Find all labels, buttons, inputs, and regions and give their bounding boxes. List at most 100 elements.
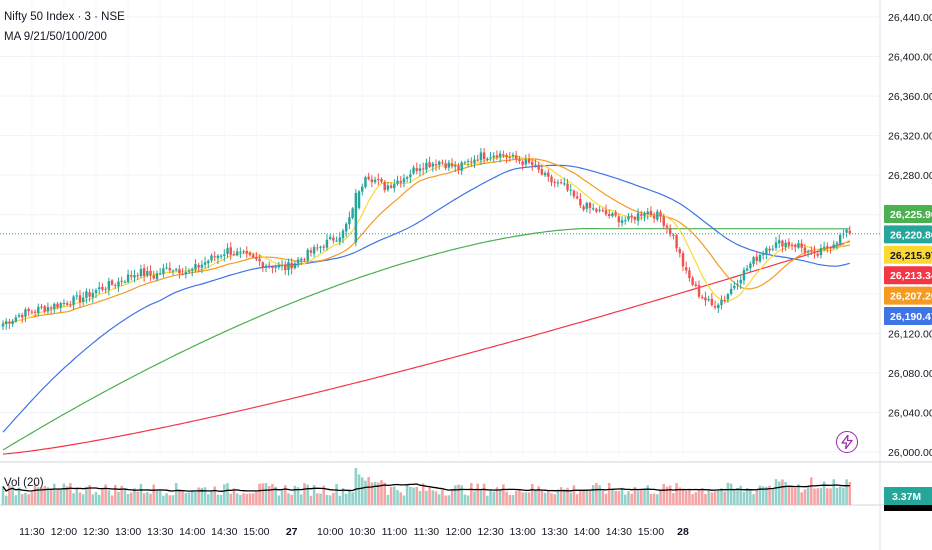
volume-bar	[425, 490, 428, 505]
candle-body	[438, 161, 441, 166]
volume-bar	[168, 495, 172, 505]
volume-legend[interactable]: Vol (20)	[4, 477, 44, 489]
volume-bar	[341, 488, 345, 505]
candle-body	[200, 264, 204, 268]
volume-bar	[277, 495, 281, 505]
volume-bar	[768, 485, 771, 505]
candle-body	[444, 163, 447, 169]
y-tick-label: 26,440.00	[888, 12, 932, 24]
candle-body	[120, 280, 123, 282]
candle-body	[40, 306, 43, 308]
volume-bar	[415, 487, 419, 505]
volume-bar	[409, 486, 412, 505]
candle-body	[75, 295, 78, 297]
volume-bar	[46, 487, 50, 505]
volume-bar	[248, 493, 252, 505]
volume-bar	[713, 491, 717, 505]
y-tick-label: 26,280.00	[888, 170, 932, 182]
candle-body	[296, 259, 300, 264]
volume-bar	[739, 485, 743, 505]
volume-bar	[20, 494, 24, 505]
x-tick-label: 27	[286, 526, 298, 538]
volume-bar	[547, 491, 550, 505]
volume-bar	[72, 493, 75, 505]
volume-bar	[203, 487, 207, 505]
candle-body	[383, 181, 386, 191]
volume-bar	[110, 495, 114, 505]
candle-body	[65, 303, 69, 305]
volume-bar	[88, 485, 91, 505]
volume-bar	[643, 488, 646, 505]
candle-body	[255, 257, 258, 260]
volume-bar	[829, 488, 832, 505]
candle-body	[33, 311, 37, 313]
volume-bar	[396, 490, 399, 505]
candle-body	[425, 162, 428, 170]
volume-bar	[94, 491, 98, 505]
candle-body	[303, 259, 306, 261]
volume-bar	[306, 484, 309, 505]
candle-body	[643, 213, 646, 217]
candle-body	[203, 262, 207, 265]
volume-ma-line	[2, 483, 850, 492]
volume-bar	[351, 492, 354, 505]
candle-body	[4, 321, 8, 325]
volume-bar	[75, 487, 79, 505]
volume-bar	[518, 489, 521, 505]
candle-body	[107, 281, 111, 290]
candle-body	[470, 161, 473, 163]
candle-body	[450, 163, 454, 167]
candle-body	[434, 164, 438, 166]
candle-body	[85, 291, 88, 298]
candle-body	[563, 183, 566, 185]
volume-bar	[165, 493, 168, 505]
candle-body	[344, 223, 348, 232]
candle-body	[226, 248, 229, 254]
candle-body	[752, 257, 755, 265]
moving-average-legend[interactable]: MA 9/21/50/100/200	[4, 31, 107, 43]
volume-bar	[489, 490, 492, 505]
volume-bar	[675, 483, 678, 505]
volume-bar	[569, 492, 573, 505]
candle-body	[454, 164, 457, 167]
candle-body	[322, 246, 325, 248]
symbol-legend[interactable]: Nifty 50 Index · 3 · NSE	[4, 11, 125, 23]
candle-body	[335, 240, 338, 242]
candle-body	[479, 152, 483, 161]
volume-bar	[300, 494, 303, 505]
candle-body	[511, 154, 515, 157]
x-tick-label: 12:30	[83, 526, 109, 538]
candle-body	[409, 174, 412, 178]
volume-bar	[380, 480, 383, 505]
volume-bar	[752, 494, 755, 505]
volume-bar	[59, 488, 63, 505]
candle-body	[739, 279, 742, 284]
candle-body	[758, 254, 762, 262]
candle-body	[17, 315, 21, 317]
candle-body	[624, 220, 627, 222]
lightning-bolt-icon[interactable]	[836, 431, 858, 453]
candle-body	[338, 237, 342, 242]
volume-bar	[399, 492, 403, 505]
volume-bar	[742, 491, 746, 505]
price-label-text: 26,207.20	[890, 291, 932, 303]
candle-body	[755, 256, 758, 261]
candle-body	[367, 176, 370, 180]
volume-bar	[11, 486, 14, 505]
candle-body	[572, 190, 576, 197]
candle-body	[505, 155, 508, 158]
ma21-line	[2, 158, 850, 325]
volume-bar	[749, 489, 752, 505]
candle-body	[146, 271, 149, 276]
volume-bar	[598, 485, 601, 505]
candle-body	[229, 247, 232, 255]
volume-bar	[107, 490, 111, 505]
candle-body	[498, 153, 502, 158]
volume-bar	[30, 492, 34, 505]
candle-body	[556, 182, 560, 184]
volume-bar	[781, 479, 784, 505]
volume-bar	[8, 485, 11, 505]
x-tick-label: 14:00	[179, 526, 205, 538]
